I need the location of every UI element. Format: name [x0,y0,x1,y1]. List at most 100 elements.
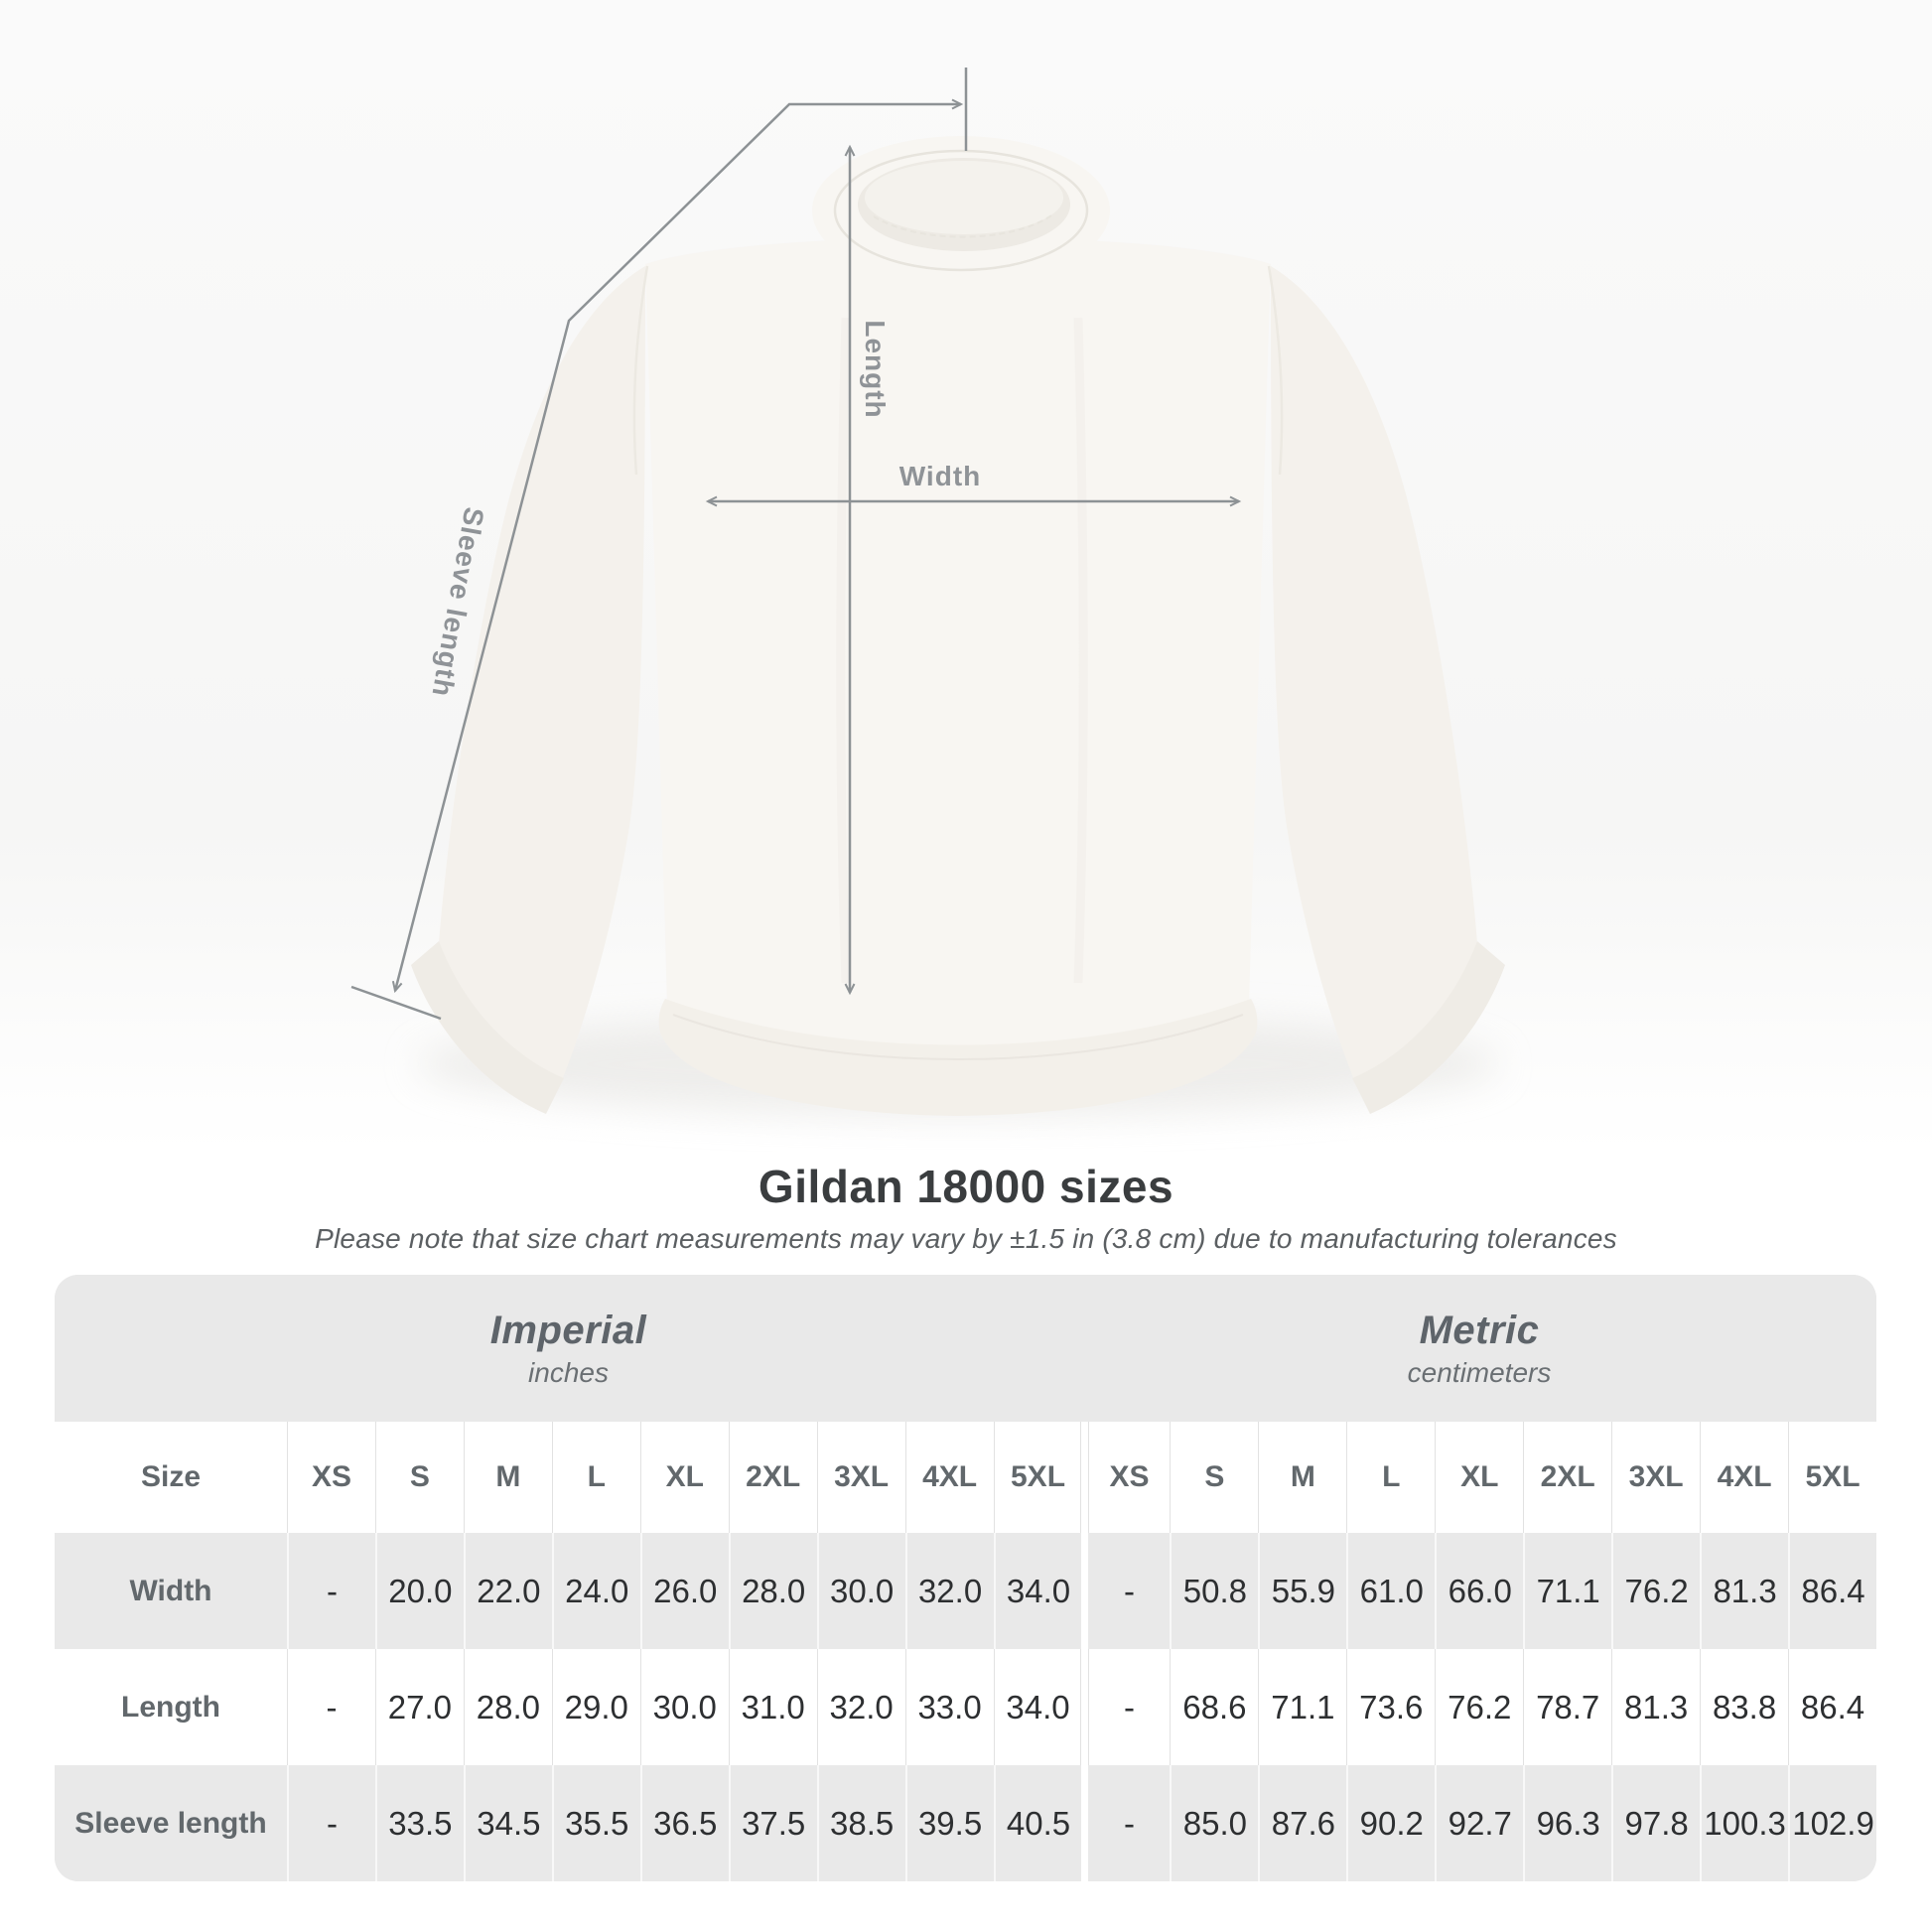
imperial-value: 32.0 [816,1649,905,1765]
product-diagram: Width Length Sleeve length [0,0,1932,1152]
metric-value: 97.8 [1611,1765,1700,1881]
imperial-group-header: Imperial inches [55,1275,1082,1422]
size-header-metric: S [1170,1422,1258,1533]
imperial-value: 32.0 [904,1533,994,1649]
imperial-value: 20.0 [374,1533,464,1649]
imperial-value: 33.5 [374,1765,464,1881]
imperial-value: 24.0 [551,1533,640,1649]
imperial-value: 28.0 [463,1649,552,1765]
size-header-imperial: 5XL [993,1422,1082,1533]
metric-value: - [1081,1765,1170,1881]
metric-value: 66.0 [1435,1533,1523,1649]
metric-value: 86.4 [1788,1533,1876,1649]
imperial-value: 40.5 [993,1765,1082,1881]
tolerance-note: Please note that size chart measurements… [315,1223,1617,1254]
imperial-value: - [287,1765,375,1881]
size-header-imperial: XL [639,1422,729,1533]
metric-group-header: Metric centimeters [1082,1275,1876,1422]
metric-value: 96.3 [1523,1765,1611,1881]
metric-value: 81.3 [1700,1533,1788,1649]
measurement-row: Length -27.0 28.0 29.0 30.0 31.0 32.0 33.0 34.0-… [55,1649,1876,1765]
size-header-metric: 2XL [1523,1422,1611,1533]
metric-value: 78.7 [1523,1649,1611,1765]
waistband [658,999,1258,1116]
measurement-annotations [350,68,1242,1021]
size-header-imperial: 2XL [728,1422,817,1533]
body-panel [645,237,1271,1051]
size-column-header: Size [140,1460,202,1493]
imperial-group-unit: inches [528,1356,609,1388]
metric-value: 71.1 [1258,1649,1346,1765]
imperial-value: - [287,1533,375,1649]
imperial-value: 34.0 [993,1533,1082,1649]
size-header-imperial: L [551,1422,640,1533]
measurement-row: Sleeve length -33.5 34.5 35.5 36.5 37.5 38.5 39… [55,1765,1876,1881]
measurement-row: Width -20.0 22.0 24.0 26.0 28.0 30.0 32.0 34.0-5… [55,1533,1876,1649]
metric-value: 100.3 [1700,1765,1788,1881]
imperial-value: 37.5 [728,1765,817,1881]
size-header-metric: 5XL [1788,1422,1876,1533]
metric-value: 83.8 [1700,1649,1788,1765]
size-header-metric: M [1258,1422,1346,1533]
imperial-value: 30.0 [639,1649,729,1765]
waistband-seam [672,1014,1244,1060]
imperial-value: 35.5 [551,1765,640,1881]
row-label: Width [129,1574,212,1607]
size-table: Imperial inches Metric centimeters Size X… [55,1275,1876,1881]
metric-value: 85.0 [1170,1765,1258,1881]
metric-value: 61.0 [1346,1533,1435,1649]
size-header-row: Size XS S M L XL 2XL 3XL 4XL 5XL XS S M L XL 2XL 3XL 4XL 5… [55,1422,1876,1533]
size-header-imperial: XS [287,1422,375,1533]
page-title: Gildan 18000 sizes [758,1161,1174,1212]
size-header-metric: XL [1435,1422,1523,1533]
size-header-imperial: 4XL [904,1422,994,1533]
metric-value: 71.1 [1523,1533,1611,1649]
imperial-value: 34.0 [993,1649,1082,1765]
imperial-value: - [287,1649,375,1765]
imperial-value: 31.0 [728,1649,817,1765]
imperial-value: 22.0 [463,1533,552,1649]
imperial-group-title: Imperial [489,1308,647,1352]
size-header-metric: 3XL [1611,1422,1700,1533]
metric-group-title: Metric [1419,1308,1540,1352]
metric-value: 86.4 [1788,1649,1876,1765]
size-grid: Size XS S M L XL 2XL 3XL 4XL 5XL XS S M L XL 2XL 3XL 4XL 5… [55,1422,1876,1881]
imperial-value: 36.5 [639,1765,729,1881]
metric-value: - [1081,1533,1170,1649]
metric-value: 50.8 [1170,1533,1258,1649]
row-label: Length [121,1690,220,1724]
imperial-value: 33.0 [904,1649,994,1765]
size-header-imperial: M [463,1422,552,1533]
imperial-value: 30.0 [816,1533,905,1649]
right-cuff [1352,941,1505,1114]
metric-value: 68.6 [1170,1649,1258,1765]
sleeve-end-tick-bottom [350,985,442,1021]
unit-group-header: Imperial inches Metric centimeters [55,1275,1876,1422]
metric-value: 81.3 [1611,1649,1700,1765]
size-header-imperial: S [374,1422,464,1533]
metric-value: 102.9 [1788,1765,1876,1881]
size-header-imperial: 3XL [816,1422,905,1533]
imperial-value: 39.5 [904,1765,994,1881]
imperial-value: 38.5 [816,1765,905,1881]
metric-value: 92.7 [1435,1765,1523,1881]
imperial-value: 27.0 [374,1649,464,1765]
imperial-value: 34.5 [463,1765,552,1881]
metric-group-unit: centimeters [1407,1356,1552,1388]
right-sleeve [1271,266,1477,1080]
size-header-metric: L [1346,1422,1435,1533]
size-header-metric: 4XL [1700,1422,1788,1533]
length-label: Length [860,320,891,418]
size-header-metric: XS [1081,1422,1170,1533]
metric-value: 76.2 [1435,1649,1523,1765]
metric-value: 76.2 [1611,1533,1700,1649]
sleeve-arrow-line [391,98,964,994]
imperial-value: 26.0 [639,1533,729,1649]
sweatshirt-measurement-illustration: Width Length Sleeve length [0,0,1932,1152]
metric-value: 90.2 [1346,1765,1435,1881]
metric-value: 73.6 [1346,1649,1435,1765]
width-label: Width [899,461,982,491]
imperial-value: 28.0 [728,1533,817,1649]
metric-value: 55.9 [1258,1533,1346,1649]
metric-value: - [1081,1649,1170,1765]
